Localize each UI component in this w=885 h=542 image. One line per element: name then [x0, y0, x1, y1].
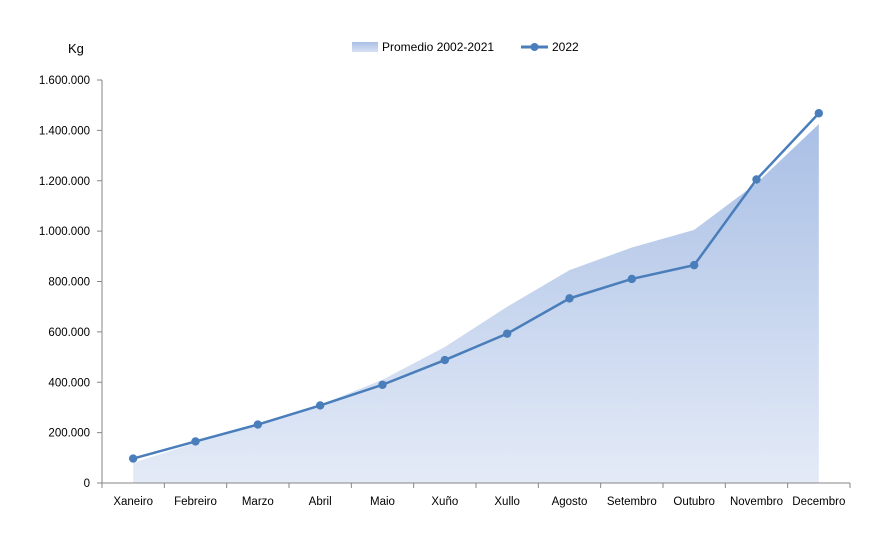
line-layer	[128, 109, 824, 463]
legend-swatch-marker	[530, 43, 539, 51]
x-tick-label: Maio	[370, 496, 395, 508]
x-tick-label: Setembro	[607, 496, 657, 508]
y-tick-label: 800.000	[48, 277, 90, 289]
axes: 0 200.000 400.000 600.000 800.000 1.000.000 1.…	[39, 75, 851, 508]
legend: Promedio 2002-2021 2022	[352, 40, 579, 54]
y-tick-label: 1.000.000	[39, 226, 90, 238]
y-tick-label: 0	[84, 478, 90, 490]
x-tick-label: Outubro	[673, 496, 715, 508]
x-tick-label: Xullo	[494, 496, 520, 508]
data-point-2022	[565, 294, 574, 303]
line-series-2022	[132, 112, 820, 460]
data-point-2022	[502, 329, 512, 338]
data-point-2022	[128, 454, 138, 463]
x-tick-label: Abril	[309, 496, 332, 508]
x-tick-label: Agosto	[552, 496, 588, 508]
data-point-2022	[191, 437, 200, 446]
x-tick-label: Xaneiro	[113, 496, 153, 508]
y-tick-label: 200.000	[48, 428, 90, 440]
y-tick-label: 1.600.000	[39, 75, 90, 87]
y-tick-label: 1.200.000	[39, 176, 90, 188]
x-tick-label: Novembro	[730, 496, 783, 508]
data-point-2022	[253, 420, 263, 429]
x-tick-label: Xuño	[431, 496, 458, 508]
x-tick-label: Febreiro	[174, 496, 217, 508]
data-point-2022	[378, 380, 387, 389]
area-series	[133, 124, 819, 483]
data-point-2022	[814, 109, 824, 118]
data-point-2022	[689, 260, 699, 270]
x-tick-label: Decembro	[792, 496, 845, 508]
legend-label-area: Promedio 2002-2021	[382, 40, 494, 54]
x-tick-label: Marzo	[242, 496, 274, 508]
legend-label-line: 2022	[552, 40, 579, 54]
y-tick-label: 400.000	[48, 377, 90, 389]
y-tick-label: 600.000	[48, 327, 90, 339]
data-point-2022	[627, 274, 637, 284]
area-layer	[133, 124, 819, 483]
data-point-2022	[752, 175, 761, 184]
y-axis-label: Kg	[68, 41, 84, 56]
data-point-2022	[315, 401, 325, 410]
data-point-2022	[440, 355, 450, 365]
y-tick-label: 1.400.000	[39, 125, 90, 137]
legend-swatch-area	[352, 42, 378, 52]
